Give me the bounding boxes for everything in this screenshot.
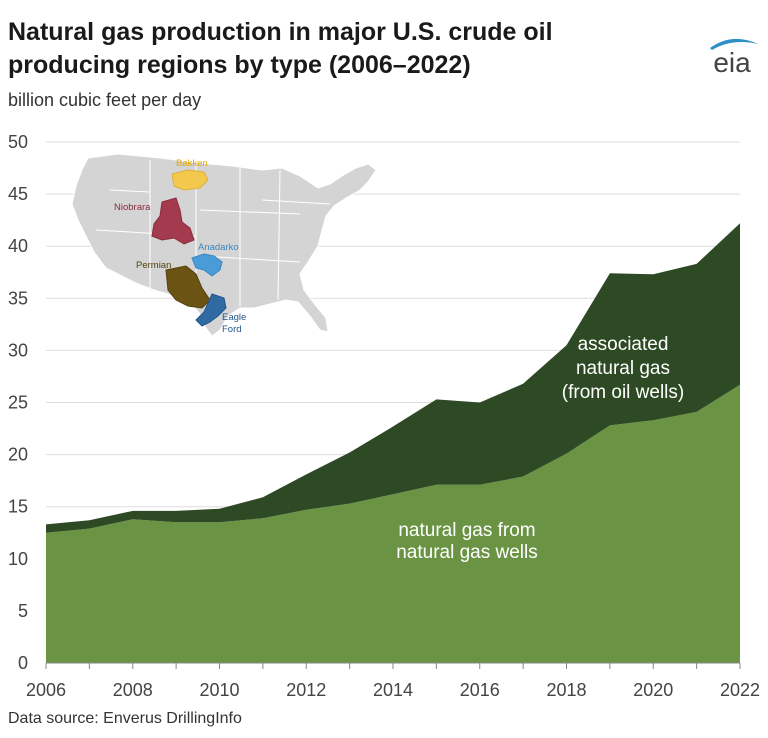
- y-tick-label: 5: [18, 601, 28, 621]
- us-map-state-lines: [95, 160, 331, 306]
- x-tick-label: 2012: [286, 680, 326, 700]
- y-tick-label: 50: [8, 132, 28, 152]
- area-associated-gas: [46, 223, 740, 533]
- niobrara-region: [151, 197, 195, 245]
- bakken-region: [171, 169, 209, 191]
- eia-logo-swoosh: [710, 38, 758, 50]
- eia-logo: eia: [710, 38, 758, 78]
- us-map-outline: [71, 153, 377, 337]
- niobrara-label: Niobrara: [114, 202, 151, 213]
- eagle-ford-label-line2: Ford: [222, 324, 242, 335]
- y-tick-label: 45: [8, 184, 28, 204]
- x-tick-label: 2020: [633, 680, 673, 700]
- label-associated-gas-line-1: associated: [578, 334, 669, 355]
- label-natural-gas-wells-line-1: natural gas from: [398, 520, 535, 541]
- area-natural-gas-wells: [46, 384, 740, 663]
- label-natural-gas-wells-line-2: natural gas wells: [396, 542, 538, 563]
- x-tick-label: 2018: [546, 680, 586, 700]
- axes: 0 5 10 15 20 25 30 35 40 45 50 2006 2008 2010 2012 2014…: [8, 132, 760, 700]
- x-tick-label: 2022: [720, 680, 760, 700]
- bakken-label: Bakken: [176, 158, 208, 169]
- area-series: [46, 223, 740, 663]
- y-tick-label: 35: [8, 288, 28, 308]
- permian-label: Permian: [136, 260, 171, 271]
- chart-subtitle: billion cubic feet per day: [8, 90, 202, 110]
- y-tick-label: 20: [8, 445, 28, 465]
- y-tick-label: 30: [8, 340, 28, 360]
- eagle-ford-region: [195, 293, 227, 327]
- y-tick-label: 10: [8, 549, 28, 569]
- x-tick-label: 2010: [199, 680, 239, 700]
- chart-title: Natural gas production in major U.S. cru…: [8, 18, 553, 79]
- x-tick-label: 2016: [460, 680, 500, 700]
- y-tick-label: 0: [18, 653, 28, 673]
- y-tick-label: 40: [8, 236, 28, 256]
- eagle-ford-label-line1: Eagle: [222, 312, 246, 323]
- x-tick-label: 2006: [26, 680, 66, 700]
- x-tick-label: 2014: [373, 680, 413, 700]
- label-associated-gas-line-2: natural gas: [576, 358, 670, 379]
- y-tick-label: 15: [8, 497, 28, 517]
- us-map-inset: Bakken Niobrara Anadarko Permian Eagle F…: [71, 153, 377, 337]
- data-source: Data source: Enverus DrillingInfo: [8, 710, 242, 727]
- anadarko-label: Anadarko: [198, 242, 239, 253]
- label-associated-gas-line-3: (from oil wells): [562, 382, 684, 403]
- anadarko-region: [191, 253, 223, 277]
- x-tick-label: 2008: [113, 680, 153, 700]
- permian-region: [165, 265, 211, 309]
- eia-logo-text: eia: [713, 47, 751, 78]
- y-tick-label: 25: [8, 393, 28, 413]
